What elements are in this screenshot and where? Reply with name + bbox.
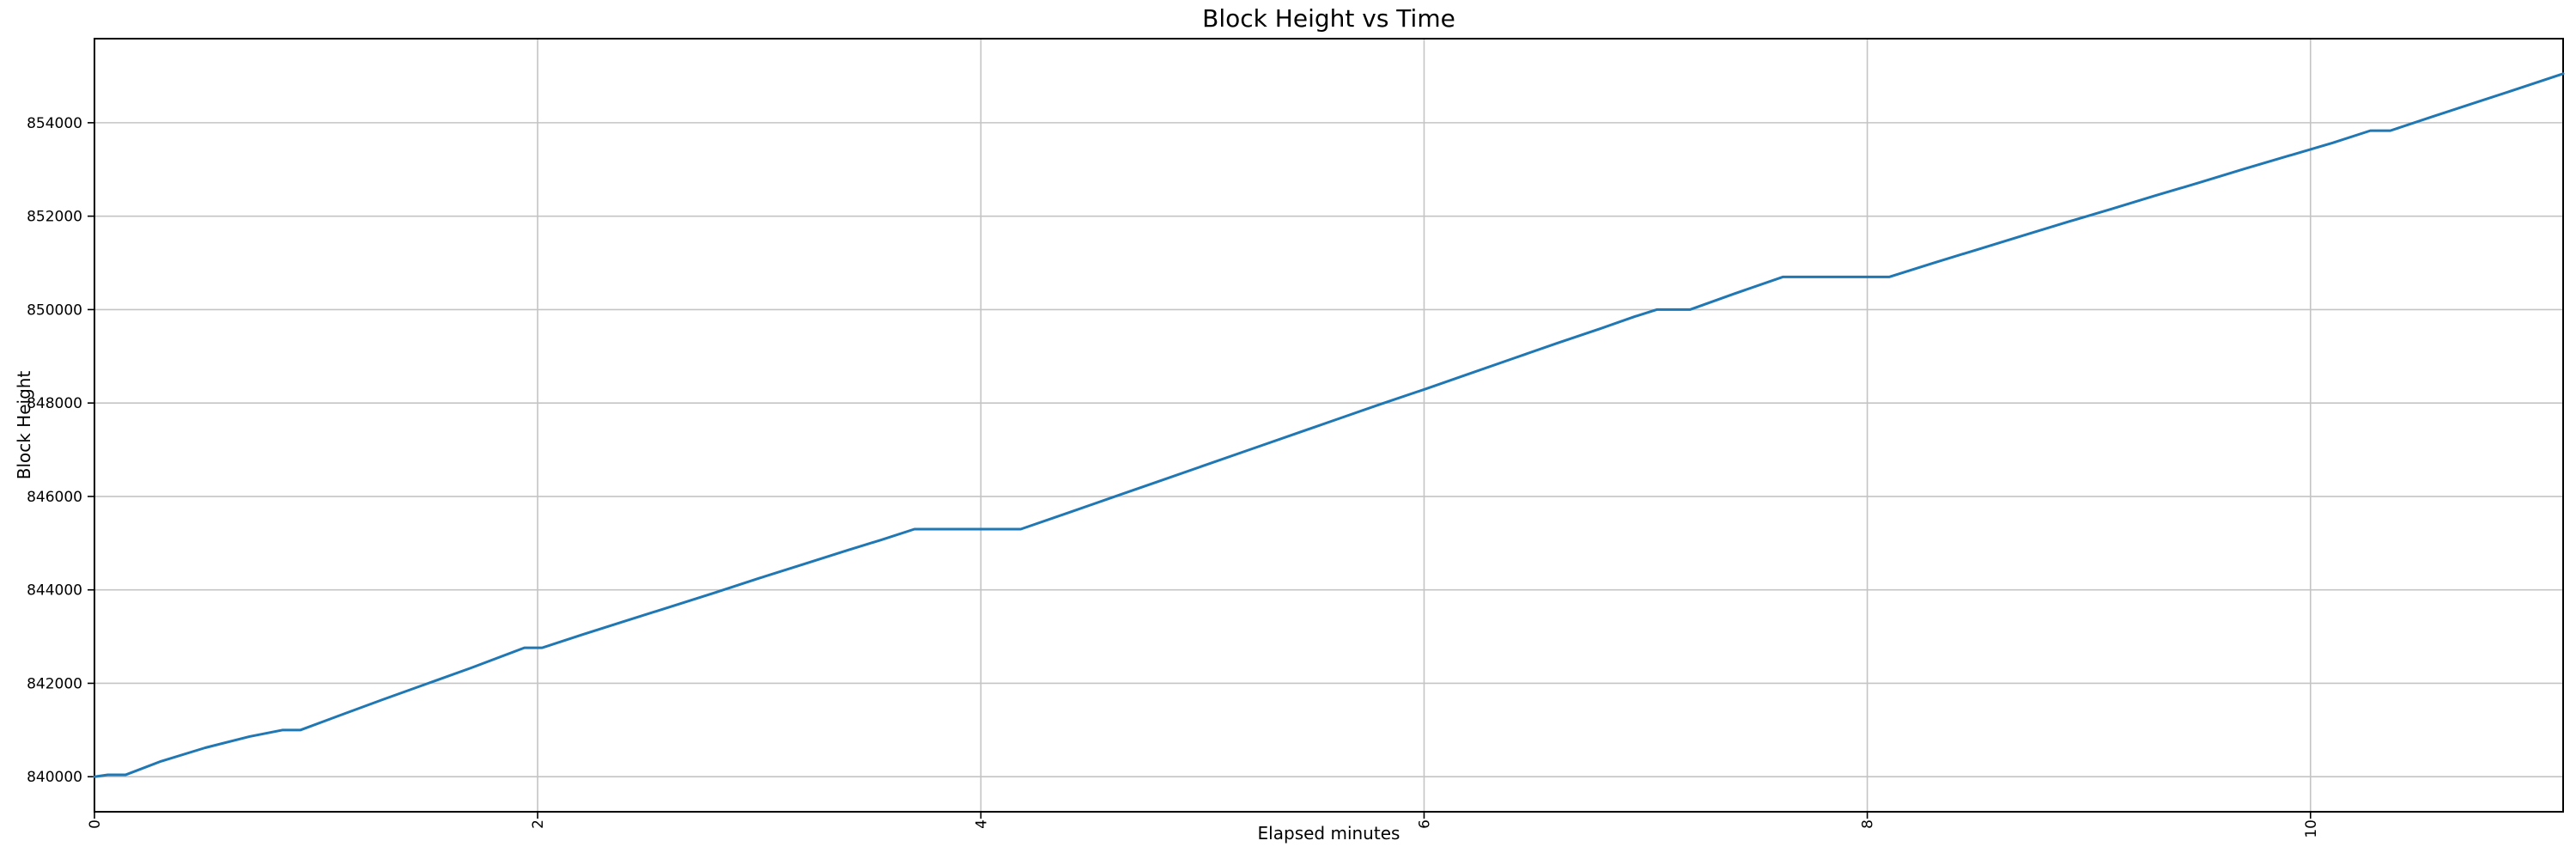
y-tick-label: 848000 — [27, 395, 82, 412]
x-axis-label: Elapsed minutes — [1257, 823, 1400, 844]
x-tick-label: 10 — [2303, 819, 2320, 838]
x-tick-label: 8 — [1860, 819, 1877, 829]
x-tick-label: 0 — [87, 819, 104, 829]
block-height-line — [93, 72, 2565, 778]
x-tick-label: 6 — [1416, 819, 1433, 829]
y-tick-label: 850000 — [27, 302, 82, 319]
plot-spines — [94, 38, 2564, 813]
y-tick-label: 846000 — [27, 489, 82, 506]
y-tick-label: 842000 — [27, 675, 82, 692]
x-tick-label: 4 — [973, 819, 990, 829]
y-tick-label: 854000 — [27, 115, 82, 132]
y-tick-label: 840000 — [27, 769, 82, 786]
x-tick-label: 2 — [530, 819, 547, 829]
y-tick-label: 852000 — [27, 209, 82, 226]
chart-title: Block Height vs Time — [1202, 4, 1455, 33]
y-axis-label: Block Height — [14, 370, 34, 480]
y-tick-label: 844000 — [27, 582, 82, 600]
